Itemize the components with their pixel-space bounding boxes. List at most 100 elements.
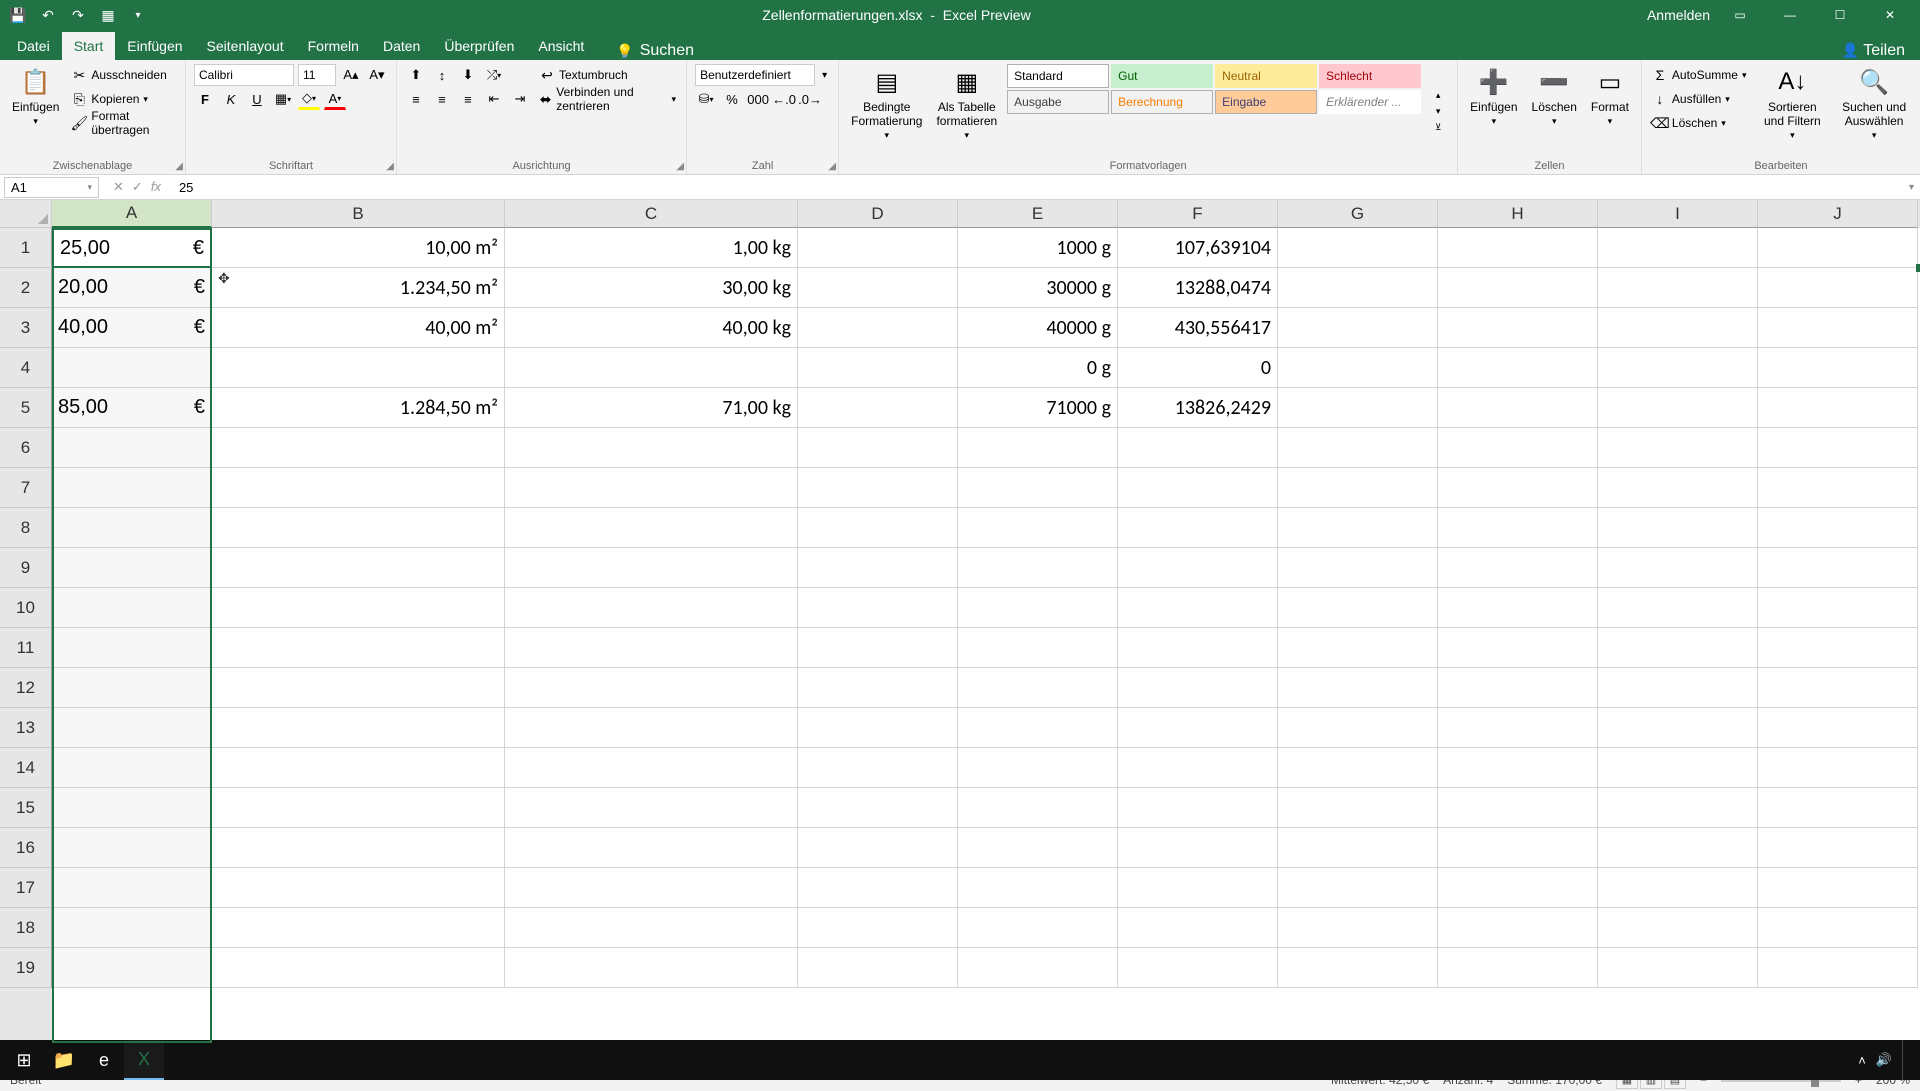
cell[interactable]: [1118, 868, 1278, 908]
fill-color-button[interactable]: ◇▾: [298, 88, 320, 110]
cell[interactable]: [1278, 668, 1438, 708]
find-select-button[interactable]: 🔍Suchen und Auswählen▾: [1836, 64, 1912, 158]
cell[interactable]: [505, 548, 798, 588]
row-header[interactable]: 3: [0, 308, 52, 348]
share-button[interactable]: 👤 Teilen: [1842, 42, 1905, 60]
cell[interactable]: [1598, 508, 1758, 548]
cell[interactable]: [798, 588, 958, 628]
insert-function-icon[interactable]: fx: [151, 179, 161, 195]
cell[interactable]: [52, 908, 212, 948]
align-left-icon[interactable]: ≡: [405, 88, 427, 110]
format-cells-button[interactable]: ▭Format▾: [1587, 64, 1633, 158]
show-desktop-button[interactable]: [1902, 1040, 1908, 1080]
cell[interactable]: [1118, 468, 1278, 508]
wrap-text-button[interactable]: ↩Textumbruch: [537, 64, 678, 86]
cell[interactable]: 430,556417: [1118, 308, 1278, 348]
increase-decimal-icon[interactable]: ←.0: [773, 88, 795, 110]
cell[interactable]: [1278, 708, 1438, 748]
border-button[interactable]: ▦▾: [272, 88, 294, 110]
italic-button[interactable]: K: [220, 88, 242, 110]
cell[interactable]: 13826,2429: [1118, 388, 1278, 428]
cell[interactable]: [1278, 388, 1438, 428]
cell[interactable]: [798, 428, 958, 468]
volume-icon[interactable]: 🔊: [1876, 1052, 1892, 1068]
cell[interactable]: [958, 548, 1118, 588]
cell[interactable]: [1438, 668, 1598, 708]
cell[interactable]: [1598, 908, 1758, 948]
cut-button[interactable]: ✂Ausschneiden: [69, 64, 177, 86]
cell[interactable]: [505, 828, 798, 868]
cell[interactable]: [505, 468, 798, 508]
cell[interactable]: [1278, 748, 1438, 788]
cell[interactable]: [212, 348, 505, 388]
cell[interactable]: 30000 g: [958, 268, 1118, 308]
align-right-icon[interactable]: ≡: [457, 88, 479, 110]
cell[interactable]: [1438, 828, 1598, 868]
cell[interactable]: 40000 g: [958, 308, 1118, 348]
cell[interactable]: [1758, 268, 1918, 308]
cell[interactable]: [505, 868, 798, 908]
select-all-button[interactable]: [0, 200, 52, 228]
cell[interactable]: [505, 748, 798, 788]
cell[interactable]: [52, 708, 212, 748]
column-header-D[interactable]: D: [798, 200, 958, 228]
cell[interactable]: [1118, 708, 1278, 748]
cell[interactable]: [798, 668, 958, 708]
cell[interactable]: [212, 868, 505, 908]
cell[interactable]: [52, 428, 212, 468]
cell[interactable]: [1598, 428, 1758, 468]
row-header[interactable]: 8: [0, 508, 52, 548]
dialog-launcher-icon[interactable]: ◢: [828, 161, 836, 172]
cell[interactable]: [1598, 308, 1758, 348]
tab-formeln[interactable]: Formeln: [296, 32, 371, 60]
cell[interactable]: [212, 508, 505, 548]
align-middle-icon[interactable]: ↕: [431, 64, 453, 86]
cell[interactable]: [1438, 948, 1598, 988]
cell[interactable]: [1278, 628, 1438, 668]
cell[interactable]: [1758, 588, 1918, 628]
cell[interactable]: [1758, 228, 1918, 268]
cell[interactable]: 40,00 m²: [212, 308, 505, 348]
cell[interactable]: [1758, 388, 1918, 428]
cell-style-option[interactable]: Neutral: [1215, 64, 1317, 88]
cell[interactable]: [1118, 668, 1278, 708]
indent-decrease-icon[interactable]: ⇤: [483, 88, 505, 110]
sort-filter-button[interactable]: A↓Sortieren und Filtern▾: [1754, 64, 1830, 158]
row-header[interactable]: 18: [0, 908, 52, 948]
copy-button[interactable]: ⎘Kopieren ▾: [69, 88, 177, 110]
cell[interactable]: [958, 788, 1118, 828]
cell[interactable]: [1758, 948, 1918, 988]
cell[interactable]: [958, 668, 1118, 708]
cell[interactable]: [1758, 708, 1918, 748]
cell[interactable]: [798, 388, 958, 428]
enter-formula-icon[interactable]: ✓: [132, 179, 143, 195]
row-header[interactable]: 5: [0, 388, 52, 428]
cell[interactable]: 30,00 kg: [505, 268, 798, 308]
cell[interactable]: 1.284,50 m²: [212, 388, 505, 428]
cell[interactable]: 85,00€: [52, 388, 212, 428]
tab-start[interactable]: Start: [62, 32, 116, 60]
cell[interactable]: [1598, 268, 1758, 308]
cell[interactable]: [212, 628, 505, 668]
cell[interactable]: [1438, 468, 1598, 508]
align-bottom-icon[interactable]: ⬇: [457, 64, 479, 86]
cell[interactable]: 40,00€: [52, 308, 212, 348]
styles-more-icon[interactable]: ⊻: [1427, 119, 1449, 135]
row-header[interactable]: 15: [0, 788, 52, 828]
row-header[interactable]: 7: [0, 468, 52, 508]
row-header[interactable]: 6: [0, 428, 52, 468]
cell[interactable]: [1438, 428, 1598, 468]
column-header-J[interactable]: J: [1758, 200, 1918, 228]
cell[interactable]: [1278, 588, 1438, 628]
cell[interactable]: [798, 228, 958, 268]
maximize-icon[interactable]: ☐: [1820, 0, 1860, 30]
row-header[interactable]: 12: [0, 668, 52, 708]
cell[interactable]: [1118, 548, 1278, 588]
tray-chevron-icon[interactable]: ˄: [1858, 1053, 1866, 1068]
cell[interactable]: [1758, 628, 1918, 668]
cell[interactable]: [798, 268, 958, 308]
cell[interactable]: [1438, 868, 1598, 908]
decrease-decimal-icon[interactable]: .0→: [799, 88, 821, 110]
cell[interactable]: [1598, 868, 1758, 908]
formula-input[interactable]: 25: [171, 180, 1903, 195]
